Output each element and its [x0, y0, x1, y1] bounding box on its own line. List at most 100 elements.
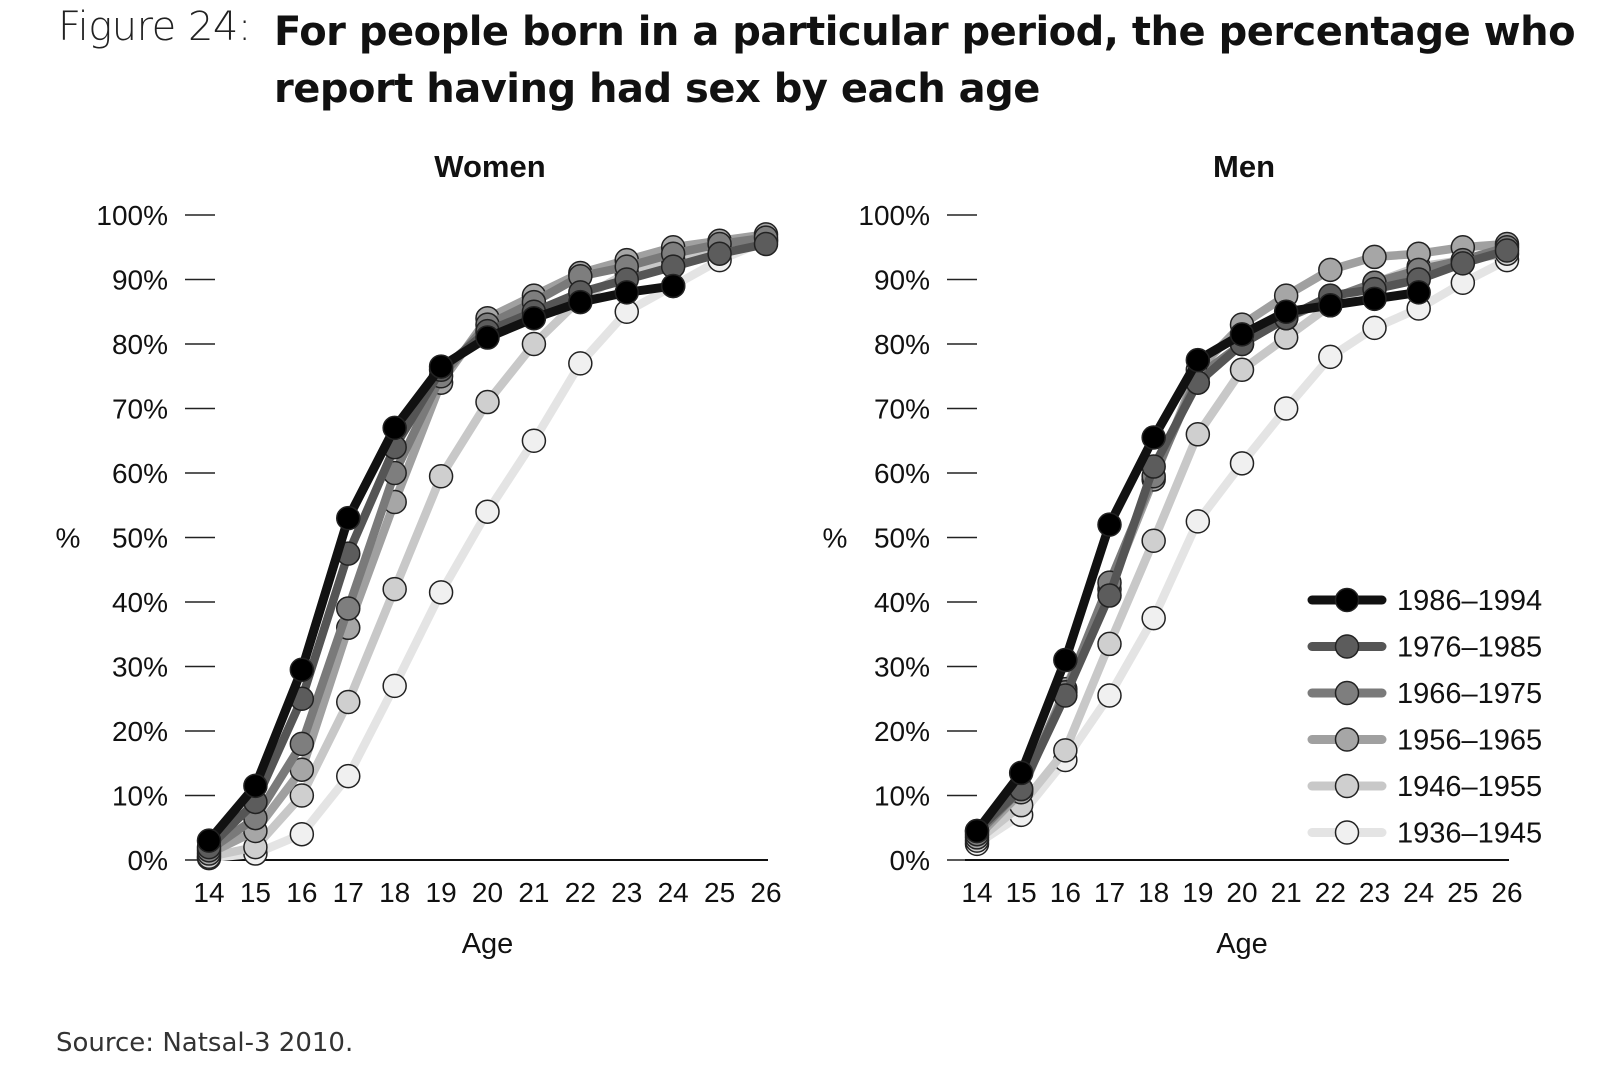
panel-title: Women [434, 149, 545, 184]
y-tick-label: 0% [890, 845, 930, 876]
data-point [336, 596, 361, 621]
x-axis-label: Age [1216, 928, 1268, 960]
y-tick-label: 100% [96, 200, 168, 231]
y-tick-label: 10% [112, 781, 168, 812]
data-point [660, 273, 686, 299]
data-point [1229, 357, 1255, 383]
data-point [382, 673, 407, 699]
data-point [568, 351, 593, 376]
data-point [1362, 244, 1387, 270]
data-point [964, 818, 990, 844]
data-point [1229, 451, 1255, 476]
series-1986–1994 [964, 280, 1431, 844]
data-point [1053, 647, 1078, 673]
legend-label: 1936–1945 [1397, 818, 1542, 850]
chart-panel-women: Women 0% 10% 20% 30% 40% 50% 60% 70% 80% 90% 100%% 1… [56, 149, 782, 960]
x-tick-label: 14 [961, 877, 992, 908]
y-tick-label: 100% [858, 200, 930, 231]
data-point [614, 280, 639, 305]
data-point [1273, 299, 1299, 324]
x-tick-label: 14 [193, 877, 224, 908]
legend-label: 1986–1994 [1397, 585, 1542, 617]
y-tick-label: 60% [112, 458, 168, 489]
data-point [243, 773, 268, 799]
x-tick-label: 26 [750, 877, 781, 908]
data-point [753, 231, 779, 257]
data-point [289, 821, 315, 847]
data-point [1185, 422, 1211, 447]
x-tick-label: 25 [1447, 877, 1478, 908]
panel-title: Men [1213, 149, 1275, 184]
y-tick-label: 90% [112, 265, 168, 296]
x-tick-label: 15 [240, 877, 271, 908]
data-point [475, 499, 500, 524]
data-point [289, 657, 315, 682]
x-tick-label: 24 [658, 877, 689, 908]
y-tick-label: 90% [874, 265, 930, 296]
y-tick-label: 70% [874, 394, 930, 425]
x-tick-label: 21 [1271, 877, 1302, 908]
data-point [1053, 738, 1078, 763]
legend-swatch-marker [1334, 587, 1360, 613]
legend-label: 1976–1985 [1397, 632, 1542, 664]
data-point [1097, 631, 1122, 657]
y-tick-label: 0% [128, 845, 168, 876]
figure-source: Source: Natsal-3 2010. [56, 1028, 354, 1058]
data-point [1141, 528, 1166, 553]
figure-title: For people born in a particular period, … [274, 9, 1576, 112]
data-point [382, 576, 407, 602]
data-point [1318, 344, 1343, 370]
x-tick-label: 19 [426, 877, 457, 908]
x-tick-label: 26 [1491, 877, 1522, 908]
data-point [1273, 396, 1299, 421]
figure-label: Figure 24: [58, 4, 251, 50]
data-point [1318, 257, 1343, 283]
x-axis-label: Age [462, 928, 514, 960]
data-point [1494, 238, 1520, 263]
y-tick-label: 80% [874, 329, 930, 360]
y-tick-label: 10% [874, 781, 930, 812]
legend-swatch-marker [1334, 773, 1360, 799]
legend-label: 1946–1955 [1397, 771, 1542, 803]
legend: 1986–1994 1976–1985 1966–1975 1956–1965 1946… [1307, 585, 1542, 850]
data-point [1450, 251, 1476, 276]
data-point [1362, 286, 1387, 312]
data-point [521, 428, 547, 453]
legend-label: 1966–1975 [1397, 678, 1542, 710]
data-point [289, 731, 315, 757]
y-tick-label: 20% [874, 716, 930, 747]
data-point [1141, 605, 1166, 631]
x-tick-label: 16 [1050, 877, 1081, 908]
data-point [1229, 322, 1255, 347]
y-tick-label: 50% [874, 523, 930, 554]
data-point [1097, 512, 1122, 537]
y-tick-label: 80% [112, 329, 168, 360]
y-tick-label: 70% [112, 394, 168, 425]
x-tick-label: 16 [286, 877, 317, 908]
data-point [336, 763, 361, 789]
x-tick-label: 18 [379, 877, 410, 908]
data-point [1406, 280, 1431, 305]
x-tick-label: 17 [1094, 877, 1125, 908]
legend-swatch-marker [1334, 820, 1360, 845]
y-tick-label: 30% [874, 652, 930, 683]
series-1986–1994 [196, 273, 686, 853]
y-tick-label: 60% [874, 458, 930, 489]
data-point [428, 354, 454, 379]
y-tick-label: 30% [112, 652, 168, 683]
data-point [521, 305, 547, 331]
data-point [428, 463, 454, 489]
data-point [1141, 425, 1166, 450]
y-tick-label: 50% [112, 523, 168, 554]
data-point [1185, 509, 1211, 534]
x-tick-label: 20 [472, 877, 503, 908]
x-tick-label: 22 [565, 877, 596, 908]
data-point [336, 689, 361, 715]
x-tick-label: 21 [518, 877, 549, 908]
data-point [1008, 760, 1034, 786]
x-tick-label: 18 [1138, 877, 1169, 908]
y-tick-label: 20% [112, 716, 168, 747]
data-point [1097, 583, 1122, 608]
data-point [428, 580, 454, 605]
